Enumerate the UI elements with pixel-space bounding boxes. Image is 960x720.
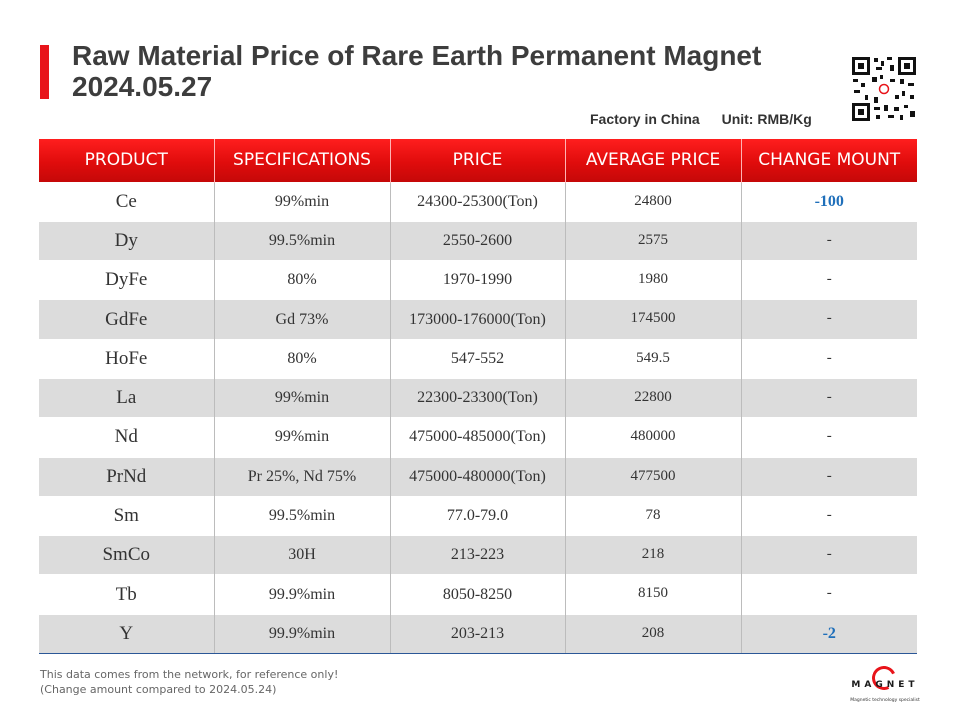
cell-product: Y xyxy=(39,613,215,655)
cell-spec: 99.5%min xyxy=(214,220,391,261)
cell-change: - xyxy=(741,417,917,458)
table-row: Nd 99%min 475000-485000(Ton) 480000- xyxy=(39,417,917,458)
cell-change: - xyxy=(741,338,917,379)
cell-price: 24300-25300(Ton) xyxy=(390,181,566,222)
cell-avg: 477500 xyxy=(565,456,742,497)
table-row: Y 99.9%min 203-213 208 -2 xyxy=(39,613,917,655)
cell-avg: 208 xyxy=(565,613,742,655)
column-header-product: PRODUCT xyxy=(39,139,215,182)
price-table: PRODUCT SPECIFICATIONS PRICE AVERAGE PRI… xyxy=(39,139,917,655)
cell-change: -2 xyxy=(741,613,917,655)
table-row: Dy 99.5%min 2550-2600 2575- xyxy=(39,220,917,261)
table-row: Ce 99%min 24300-25300(Ton) 24800 -100 xyxy=(39,181,917,222)
page-title-line1: Raw Material Price of Rare Earth Permane… xyxy=(72,40,762,71)
cell-price: 8050-8250 xyxy=(390,574,566,615)
cell-spec: Gd 73% xyxy=(214,299,391,340)
cell-avg: 2575 xyxy=(565,220,742,261)
cell-spec: 30H xyxy=(214,535,391,575)
column-header-specifications: SPECIFICATIONS xyxy=(214,139,391,182)
cell-price: 547-552 xyxy=(390,338,566,379)
cell-spec: 99%min xyxy=(214,417,391,458)
cell-avg: 22800 xyxy=(565,377,742,418)
cell-avg: 480000 xyxy=(565,417,742,458)
table-row: Sm 99.5%min 77.0-79.0 78- xyxy=(39,495,917,536)
location-label: Factory in China xyxy=(590,111,700,127)
table-row: Tb 99.9%min 8050-8250 8150- xyxy=(39,574,917,615)
cell-avg: 1980 xyxy=(565,260,742,300)
table-row: PrNd Pr 25%, Nd 75% 475000-480000(Ton) 4775… xyxy=(39,456,917,497)
cell-price: 2550-2600 xyxy=(390,220,566,261)
table-row: GdFe Gd 73% 173000-176000(Ton) 174500- xyxy=(39,299,917,340)
cell-product: PrNd xyxy=(39,456,215,497)
cell-avg: 24800 xyxy=(565,181,742,222)
cell-product: GdFe xyxy=(39,299,215,340)
cell-avg: 549.5 xyxy=(565,338,742,379)
cell-spec: 80% xyxy=(214,338,391,379)
cell-spec: Pr 25%, Nd 75% xyxy=(214,456,391,497)
table-header-row: PRODUCT SPECIFICATIONS PRICE AVERAGE PRI… xyxy=(39,139,917,182)
cell-price: 77.0-79.0 xyxy=(390,495,566,536)
cell-avg: 174500 xyxy=(565,299,742,340)
cell-change: - xyxy=(741,535,917,575)
title-accent-bar xyxy=(40,45,49,99)
page-title: Raw Material Price of Rare Earth Permane… xyxy=(72,40,832,102)
cell-change: - xyxy=(741,495,917,536)
cell-product: La xyxy=(39,377,215,418)
qr-code-icon xyxy=(850,55,918,123)
cell-product: DyFe xyxy=(39,260,215,300)
cell-product: Sm xyxy=(39,495,215,536)
price-table-body: Ce 99%min 24300-25300(Ton) 24800 -100 Dy 99.5%… xyxy=(39,181,917,655)
cell-change: - xyxy=(741,260,917,300)
cell-spec: 99.9%min xyxy=(214,574,391,615)
cell-price: 475000-485000(Ton) xyxy=(390,417,566,458)
table-row: La 99%min 22300-23300(Ton) 22800- xyxy=(39,377,917,418)
cell-price: 1970-1990 xyxy=(390,260,566,300)
table-row: SmCo 30H 213-223 218- xyxy=(39,535,917,575)
cell-change: - xyxy=(741,456,917,497)
column-header-price: PRICE xyxy=(390,139,566,182)
footnote-comparison: (Change amount compared to 2024.05.24) xyxy=(40,683,277,696)
cell-change: - xyxy=(741,377,917,418)
cell-change: - xyxy=(741,220,917,261)
cell-price: 475000-480000(Ton) xyxy=(390,456,566,497)
magnet-logo-icon: MAGNET Magnetic technology specialist xyxy=(848,662,922,708)
footnote: This data comes from the network, for re… xyxy=(40,667,338,697)
cell-change: - xyxy=(741,299,917,340)
table-row: DyFe 80% 1970-1990 1980- xyxy=(39,260,917,300)
table-row: HoFe 80% 547-552 549.5- xyxy=(39,338,917,379)
cell-avg: 218 xyxy=(565,535,742,575)
unit-label: Unit: RMB/Kg xyxy=(721,111,812,127)
footnote-disclaimer: This data comes from the network, for re… xyxy=(40,668,339,681)
cell-product: Tb xyxy=(39,574,215,615)
cell-spec: 99%min xyxy=(214,181,391,222)
cell-product: Nd xyxy=(39,417,215,458)
column-header-change-mount: CHANGE MOUNT xyxy=(741,139,917,182)
page-title-date: 2024.05.27 xyxy=(72,71,213,102)
cell-spec: 80% xyxy=(214,260,391,300)
cell-product: SmCo xyxy=(39,535,215,575)
cell-product: Dy xyxy=(39,220,215,261)
cell-spec: 99.9%min xyxy=(214,613,391,655)
cell-price: 173000-176000(Ton) xyxy=(390,299,566,340)
logo-wordmark: MAGNET xyxy=(851,680,919,690)
cell-change: -100 xyxy=(741,181,917,222)
cell-avg: 78 xyxy=(565,495,742,536)
column-header-average-price: AVERAGE PRICE xyxy=(565,139,742,182)
cell-spec: 99.5%min xyxy=(214,495,391,536)
cell-change: - xyxy=(741,574,917,615)
cell-price: 22300-23300(Ton) xyxy=(390,377,566,418)
cell-price: 203-213 xyxy=(390,613,566,655)
cell-avg: 8150 xyxy=(565,574,742,615)
cell-product: Ce xyxy=(39,181,215,222)
logo-tagline: Magnetic technology specialist xyxy=(850,698,920,703)
cell-product: HoFe xyxy=(39,338,215,379)
report-meta: Factory in China Unit: RMB/Kg xyxy=(590,111,812,127)
cell-price: 213-223 xyxy=(390,535,566,575)
cell-spec: 99%min xyxy=(214,377,391,418)
